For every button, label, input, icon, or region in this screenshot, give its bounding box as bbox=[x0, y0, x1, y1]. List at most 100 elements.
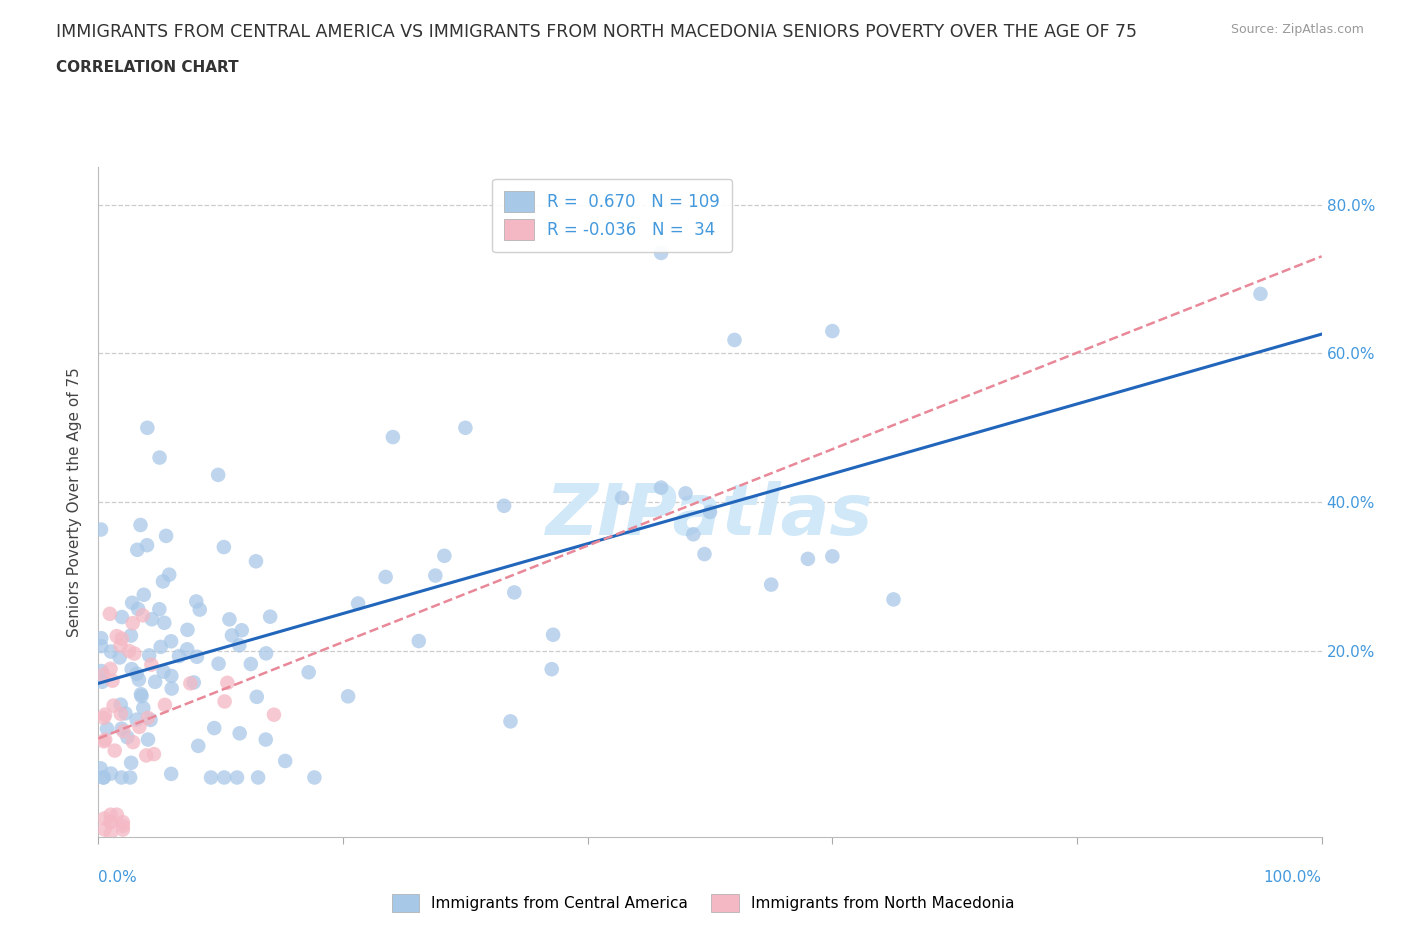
Point bbox=[90, 664, 112, 679]
Point bbox=[259, 609, 281, 624]
Point bbox=[693, 547, 716, 562]
Point bbox=[246, 689, 269, 704]
Point bbox=[111, 818, 134, 833]
Point bbox=[228, 726, 250, 741]
Point bbox=[217, 675, 239, 690]
Point bbox=[93, 734, 115, 749]
Point bbox=[100, 766, 122, 781]
Point bbox=[883, 592, 905, 607]
Point bbox=[135, 748, 157, 763]
Point bbox=[94, 707, 117, 722]
Point bbox=[186, 594, 208, 609]
Point bbox=[540, 662, 562, 677]
Point bbox=[120, 770, 142, 785]
Point bbox=[408, 633, 430, 648]
Point bbox=[125, 712, 148, 727]
Point bbox=[120, 755, 142, 770]
Point bbox=[821, 324, 844, 339]
Legend: Immigrants from Central America, Immigrants from North Macedonia: Immigrants from Central America, Immigra… bbox=[385, 888, 1021, 918]
Point bbox=[207, 468, 229, 483]
Point bbox=[610, 490, 633, 505]
Legend: R =  0.670   N = 109, R = -0.036   N =  34: R = 0.670 N = 109, R = -0.036 N = 34 bbox=[492, 179, 733, 252]
Point bbox=[94, 732, 117, 747]
Point bbox=[121, 661, 143, 676]
Point bbox=[122, 735, 145, 750]
Point bbox=[110, 707, 132, 722]
Point bbox=[152, 664, 174, 679]
Point bbox=[212, 770, 235, 785]
Point bbox=[129, 686, 152, 701]
Point bbox=[93, 711, 115, 725]
Point bbox=[202, 721, 225, 736]
Point bbox=[105, 807, 128, 822]
Point bbox=[245, 554, 267, 569]
Point bbox=[157, 567, 180, 582]
Point bbox=[110, 638, 132, 653]
Point bbox=[228, 638, 250, 653]
Point bbox=[136, 711, 159, 725]
Point bbox=[121, 595, 143, 610]
Point bbox=[160, 634, 183, 649]
Text: IMMIGRANTS FROM CENTRAL AMERICA VS IMMIGRANTS FROM NORTH MACEDONIA SENIORS POVER: IMMIGRANTS FROM CENTRAL AMERICA VS IMMIG… bbox=[56, 23, 1137, 41]
Point bbox=[179, 676, 201, 691]
Point bbox=[108, 650, 131, 665]
Point bbox=[214, 694, 236, 709]
Point bbox=[111, 631, 134, 646]
Point bbox=[110, 770, 132, 785]
Point bbox=[374, 569, 396, 584]
Point bbox=[200, 770, 222, 785]
Point bbox=[675, 485, 697, 500]
Text: ZIPatlas: ZIPatlas bbox=[547, 481, 873, 550]
Point bbox=[101, 673, 124, 688]
Point bbox=[112, 724, 135, 738]
Point bbox=[499, 714, 522, 729]
Point bbox=[149, 640, 172, 655]
Point bbox=[136, 538, 159, 552]
Point bbox=[142, 747, 165, 762]
Point bbox=[93, 811, 115, 826]
Point bbox=[188, 602, 211, 617]
Point bbox=[454, 420, 477, 435]
Point bbox=[104, 743, 127, 758]
Point bbox=[433, 549, 456, 564]
Point bbox=[100, 661, 122, 676]
Point bbox=[138, 648, 160, 663]
Point bbox=[723, 333, 745, 348]
Point bbox=[132, 700, 155, 715]
Point bbox=[682, 526, 704, 541]
Point bbox=[125, 667, 148, 682]
Point bbox=[93, 822, 115, 837]
Point bbox=[90, 639, 112, 654]
Point bbox=[797, 551, 820, 566]
Point bbox=[212, 539, 235, 554]
Point bbox=[247, 770, 270, 785]
Point bbox=[155, 528, 177, 543]
Point bbox=[221, 628, 243, 643]
Point bbox=[153, 616, 176, 631]
Point bbox=[90, 761, 112, 776]
Point bbox=[100, 815, 122, 830]
Point bbox=[100, 807, 122, 822]
Point bbox=[263, 707, 285, 722]
Point bbox=[699, 504, 721, 519]
Point bbox=[128, 672, 150, 687]
Point bbox=[120, 628, 142, 643]
Point bbox=[160, 681, 183, 696]
Point bbox=[90, 522, 112, 537]
Point bbox=[337, 689, 360, 704]
Point bbox=[254, 732, 277, 747]
Point bbox=[167, 648, 190, 663]
Point bbox=[111, 610, 134, 625]
Point bbox=[91, 674, 114, 689]
Point bbox=[160, 766, 183, 781]
Point bbox=[141, 658, 163, 672]
Point bbox=[111, 815, 134, 830]
Point bbox=[183, 675, 205, 690]
Point bbox=[131, 689, 153, 704]
Point bbox=[141, 612, 163, 627]
Point bbox=[218, 612, 240, 627]
Point bbox=[176, 622, 198, 637]
Point bbox=[127, 542, 149, 557]
Point bbox=[239, 657, 262, 671]
Point bbox=[226, 770, 249, 785]
